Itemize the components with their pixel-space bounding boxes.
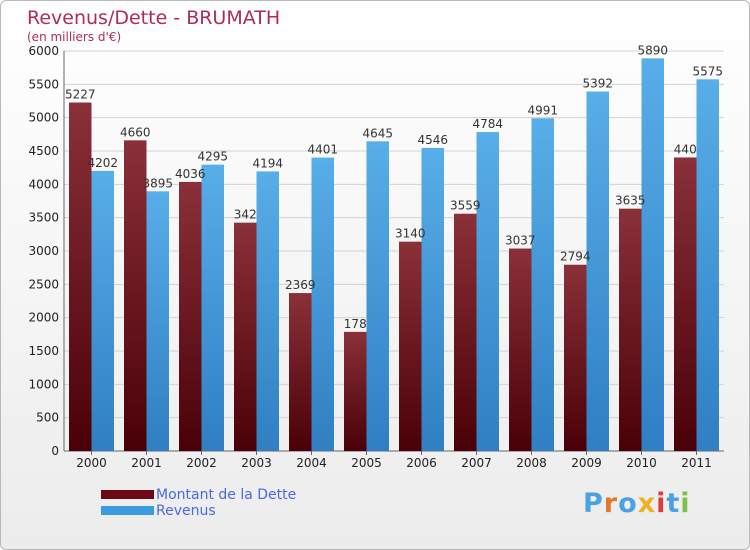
- y-tick-label: 2000: [28, 311, 59, 325]
- y-tick-label: 6000: [28, 44, 59, 58]
- bar-revenus: [696, 79, 719, 451]
- data-label-revenus: 4645: [362, 126, 393, 140]
- data-label-revenus: 4194: [252, 156, 283, 170]
- data-label-revenus: 5890: [637, 43, 668, 57]
- y-tick-label: 4000: [28, 177, 59, 191]
- bar-dette: [564, 264, 587, 451]
- data-label-dette: 3559: [450, 199, 481, 213]
- y-tick-label: 1500: [28, 344, 59, 358]
- y-tick-label: 1000: [28, 377, 59, 391]
- bar-revenus: [256, 171, 279, 451]
- bar-dette: [454, 213, 477, 451]
- bar-dette: [234, 222, 257, 451]
- y-tick-label: 500: [36, 411, 59, 425]
- x-tick-label: 2011: [681, 456, 712, 470]
- legend-label-revenus: Revenus: [156, 503, 216, 519]
- bar-revenus: [421, 147, 444, 451]
- bar-dette: [509, 248, 532, 451]
- x-tick-label: 2004: [296, 456, 327, 470]
- x-tick-label: 2002: [186, 456, 217, 470]
- data-label-dette: 4660: [120, 125, 151, 139]
- data-label-revenus: 5575: [692, 64, 723, 78]
- logo-letter: P: [583, 488, 604, 519]
- x-tick-label: 2008: [516, 456, 547, 470]
- y-tick-label: 3500: [28, 211, 59, 225]
- x-tick-label: 2009: [571, 456, 602, 470]
- bar-revenus: [476, 132, 499, 452]
- bar-dette: [344, 331, 367, 451]
- logo-letter: x: [637, 488, 657, 519]
- x-tick-label: 2006: [406, 456, 437, 470]
- logo-letter: i: [656, 488, 667, 519]
- y-tick-label: 0: [51, 444, 59, 458]
- bar-revenus: [366, 141, 389, 452]
- x-tick-label: 2007: [461, 456, 492, 470]
- data-label-revenus: 4784: [472, 117, 503, 131]
- data-label-revenus: 4991: [527, 103, 558, 117]
- data-label-dette: 178: [344, 317, 367, 331]
- x-tick-label: 2005: [351, 456, 382, 470]
- bar-revenus: [531, 118, 554, 452]
- data-label-revenus: 4401: [307, 143, 338, 157]
- data-label-dette: 5227: [65, 88, 96, 102]
- logo-letter: o: [618, 488, 638, 519]
- bar-revenus: [586, 91, 609, 452]
- data-label-dette: 3140: [395, 227, 426, 241]
- data-label-dette: 2794: [560, 250, 591, 264]
- data-label-dette: 3635: [615, 194, 646, 208]
- logo-letter: i: [680, 488, 691, 519]
- bar-dette: [674, 157, 697, 451]
- x-tick-label: 2001: [131, 456, 162, 470]
- bar-revenus: [641, 58, 664, 451]
- data-label-dette: 3037: [505, 234, 536, 248]
- chart-title: Revenus/Dette - BRUMATH: [27, 7, 281, 29]
- bar-dette: [289, 293, 312, 451]
- legend-swatch-dette: [101, 490, 154, 499]
- bar-dette: [399, 241, 422, 451]
- bar-dette: [124, 140, 147, 452]
- bar-revenus: [146, 191, 169, 452]
- data-label-revenus: 4546: [417, 133, 448, 147]
- bar-revenus: [201, 164, 224, 451]
- y-tick-label: 5500: [28, 77, 59, 91]
- data-label-revenus: 4202: [87, 156, 118, 170]
- legend-label-dette: Montant de la Dette: [156, 487, 297, 503]
- x-tick-label: 2000: [76, 456, 107, 470]
- bar-revenus: [311, 157, 334, 451]
- x-tick-label: 2010: [626, 456, 657, 470]
- proxiti-logo: Proxiti: [583, 488, 691, 519]
- logo-letter: t: [666, 488, 681, 519]
- data-label-revenus: 4295: [197, 150, 228, 164]
- data-label-dette: 440: [674, 142, 697, 156]
- logo-letter: r: [603, 488, 619, 519]
- bar-dette: [179, 181, 202, 451]
- y-tick-label: 4500: [28, 144, 59, 158]
- data-label-revenus: 5392: [582, 77, 613, 91]
- y-tick-label: 3000: [28, 244, 59, 258]
- y-tick-label: 2500: [28, 277, 59, 291]
- data-label-dette: 4036: [175, 167, 206, 181]
- bar-dette: [69, 102, 92, 452]
- x-tick-label: 2003: [241, 456, 272, 470]
- bar-dette: [619, 208, 642, 451]
- data-label-revenus: 3895: [142, 176, 173, 190]
- data-label-dette: 342: [234, 208, 257, 222]
- y-tick-label: 5000: [28, 111, 59, 125]
- legend-swatch-revenus: [101, 506, 154, 515]
- data-label-dette: 2369: [285, 278, 316, 292]
- chart-subtitle: (en milliers d'€): [27, 30, 122, 44]
- bar-revenus: [91, 170, 114, 451]
